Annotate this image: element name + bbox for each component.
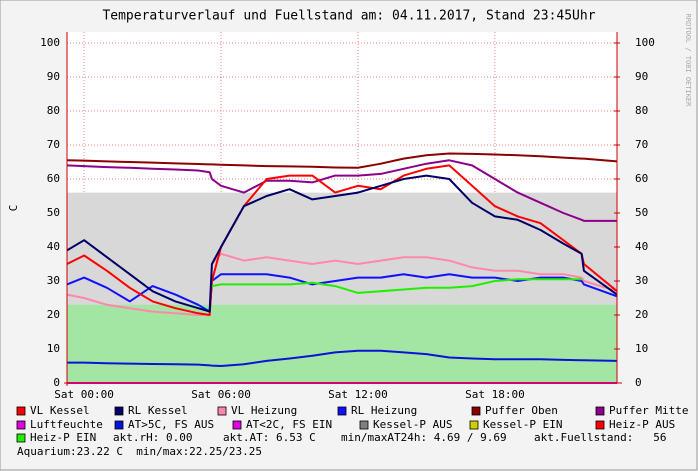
- line: [66, 152, 618, 169]
- legend-label: RL Kessel: [128, 404, 188, 417]
- legend-label: AT>5C, FS AUS: [128, 418, 214, 431]
- legend-swatch: [16, 406, 26, 416]
- x-tick-label: Sat 18:00: [465, 388, 525, 401]
- y-tick-label: 50: [47, 206, 60, 219]
- x-tick-label: Sat 00:00: [54, 388, 114, 401]
- y-tick-label: 60: [47, 172, 60, 185]
- line: [211, 278, 582, 294]
- chart-title: Temperaturverlauf und Fuellstand am: 04.…: [102, 9, 595, 24]
- x-tick-label: Sat 12:00: [328, 388, 388, 401]
- legend-swatch: [337, 406, 347, 416]
- y2-tick-label: 20: [635, 308, 648, 321]
- area: [67, 304, 617, 383]
- y-tick-label: 20: [47, 308, 60, 321]
- status-text: akt.rH: 0.00: [113, 431, 192, 444]
- marks: [66, 152, 618, 384]
- y-tick-label: 10: [47, 342, 60, 355]
- legend-label: RL Heizung: [351, 404, 417, 417]
- legend-swatch: [16, 433, 26, 443]
- y-tick-label: 70: [47, 138, 60, 151]
- y-tick-label: 80: [47, 104, 60, 117]
- y2-tick-label: 80: [635, 104, 648, 117]
- status-text: akt.AT: 6.53 C: [223, 431, 316, 444]
- legend: VL Kessel RL Kessel VL Heizung RL Heizung Pu…: [16, 404, 688, 458]
- legend-swatch: [595, 420, 605, 430]
- watermark: RRDTOOL / TOBI OETIKER: [684, 14, 692, 108]
- y2-tick-label: 30: [635, 274, 648, 287]
- y2-tick-label: 70: [635, 138, 648, 151]
- legend-label: Puffer Oben: [485, 404, 558, 417]
- legend-swatch: [114, 420, 124, 430]
- y2-tick-label: 100: [635, 36, 655, 49]
- legend-label: Heiz-P AUS: [609, 418, 675, 431]
- legend-label: AT<2C, FS EIN: [246, 418, 332, 431]
- y2-tick-label: 60: [635, 172, 648, 185]
- status-text: akt.Fuellstand: 56: [534, 431, 666, 444]
- line: [67, 349, 618, 367]
- legend-label: Luftfeuchte: [30, 418, 103, 431]
- line: [66, 174, 618, 313]
- status-text: min/maxAT24h: 4.69 / 9.69: [341, 431, 507, 444]
- legend-label: Heiz-P EIN: [30, 431, 96, 444]
- legend-label: Puffer Mitte: [609, 404, 688, 417]
- legend-label: Kessel-P EIN: [483, 418, 562, 431]
- y2-tick-label: 40: [635, 240, 648, 253]
- legend-swatch: [232, 420, 242, 430]
- y-tick-label: 100: [40, 36, 60, 49]
- legend-swatch: [114, 406, 124, 416]
- y-tick-label: 90: [47, 70, 60, 83]
- line: [66, 159, 617, 222]
- legend-label: VL Heizung: [231, 404, 297, 417]
- legend-swatch: [16, 420, 26, 430]
- y-tick-label: 40: [47, 240, 60, 253]
- y2-tick-label: 0: [635, 376, 642, 389]
- legend-label: Kessel-P AUS: [373, 418, 452, 431]
- status-text: Aquarium:23.22 C min/max:22.25/23.25: [17, 445, 262, 458]
- legend-swatch: [217, 406, 227, 416]
- legend-swatch: [359, 420, 369, 430]
- legend-swatch: [471, 406, 481, 416]
- legend-label: VL Kessel: [30, 404, 90, 417]
- line: [66, 252, 618, 316]
- legend-swatch: [595, 406, 605, 416]
- x-tick-label: Sat 06:00: [191, 388, 251, 401]
- y-tick-label: 30: [47, 274, 60, 287]
- y-axis-label: C: [7, 205, 20, 212]
- y2-tick-label: 90: [635, 70, 648, 83]
- y-tick-label: 0: [53, 376, 60, 389]
- y2-tick-label: 10: [635, 342, 648, 355]
- y2-tick-label: 50: [635, 206, 648, 219]
- legend-swatch: [469, 420, 479, 430]
- line: [66, 164, 618, 316]
- axes: 0 10 20 30 40 50 60 70 80 90 100 0 10 20 30 40 50 60 70 80 9…: [40, 32, 655, 401]
